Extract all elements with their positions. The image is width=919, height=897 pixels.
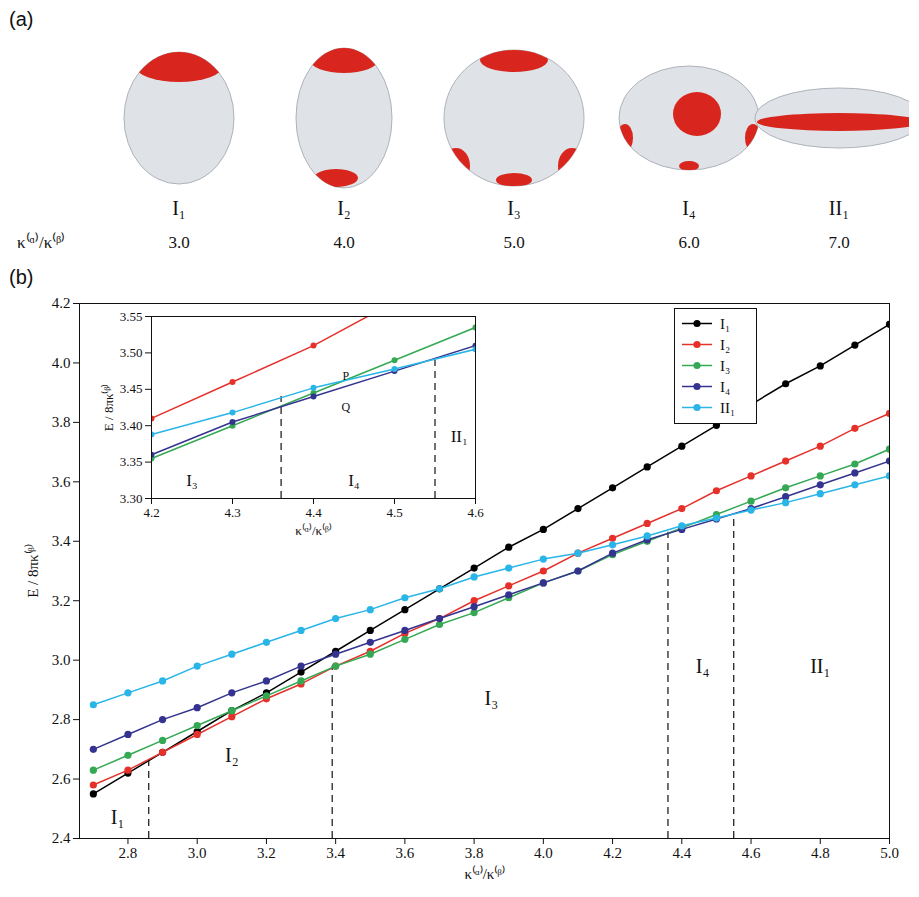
svg-text:3.30: 3.30 — [120, 491, 143, 506]
svg-text:κ⁽ᵅ⁾/κ⁽ᵝ⁾: κ⁽ᵅ⁾/κ⁽ᵝ⁾ — [295, 523, 331, 538]
svg-text:3.45: 3.45 — [120, 381, 143, 396]
svg-text:4.4: 4.4 — [672, 845, 691, 861]
svg-text:I₃: I₃ — [720, 358, 730, 374]
svg-text:I₄: I₄ — [720, 379, 730, 395]
svg-text:I₁: I₁ — [111, 806, 125, 828]
svg-text:II₁: II₁ — [829, 197, 849, 219]
svg-text:4.0: 4.0 — [52, 355, 71, 371]
svg-text:I₄: I₄ — [682, 197, 696, 219]
svg-text:2.6: 2.6 — [52, 771, 71, 787]
svg-text:I₂: I₂ — [720, 337, 730, 353]
svg-text:I₁: I₁ — [172, 197, 186, 219]
svg-text:2.8: 2.8 — [52, 711, 71, 727]
svg-text:3.4: 3.4 — [52, 533, 71, 549]
svg-text:4.0: 4.0 — [333, 233, 354, 252]
svg-text:P: P — [343, 369, 350, 383]
svg-text:I₄: I₄ — [696, 655, 710, 677]
svg-text:3.0: 3.0 — [188, 845, 207, 861]
svg-text:I₁: I₁ — [720, 316, 730, 332]
svg-text:I₃: I₃ — [507, 197, 521, 219]
svg-text:I₃: I₃ — [186, 471, 198, 490]
svg-text:3.55: 3.55 — [120, 309, 143, 324]
svg-text:4.2: 4.2 — [143, 505, 159, 520]
svg-text:4.5: 4.5 — [386, 505, 402, 520]
svg-text:3.40: 3.40 — [120, 418, 143, 433]
svg-text:4.6: 4.6 — [467, 505, 484, 520]
svg-text:II₁: II₁ — [810, 655, 830, 677]
svg-text:E / 8πκ⁽ᵝ⁾: E / 8πκ⁽ᵝ⁾ — [24, 544, 41, 598]
svg-text:κ⁽ᵅ⁾/κ⁽ᵝ⁾: κ⁽ᵅ⁾/κ⁽ᵝ⁾ — [464, 865, 504, 882]
svg-text:3.6: 3.6 — [396, 845, 415, 861]
svg-text:4.4: 4.4 — [305, 505, 322, 520]
svg-text:I₂: I₂ — [225, 744, 239, 766]
svg-text:5.0: 5.0 — [503, 233, 524, 252]
svg-text:3.0: 3.0 — [168, 233, 189, 252]
svg-text:κ⁽ᵅ⁾/κ⁽ᵝ⁾: κ⁽ᵅ⁾/κ⁽ᵝ⁾ — [17, 232, 65, 252]
svg-text:Q: Q — [342, 400, 351, 414]
svg-text:3.6: 3.6 — [52, 474, 71, 490]
svg-text:I₃: I₃ — [485, 687, 499, 709]
svg-text:3.2: 3.2 — [257, 845, 276, 861]
svg-text:4.0: 4.0 — [534, 845, 553, 861]
svg-text:3.50: 3.50 — [120, 345, 143, 360]
svg-text:2.8: 2.8 — [119, 845, 138, 861]
svg-text:II₁: II₁ — [720, 400, 735, 416]
svg-text:3.2: 3.2 — [52, 593, 71, 609]
svg-text:3.0: 3.0 — [52, 652, 71, 668]
svg-text:4.3: 4.3 — [224, 505, 240, 520]
html-text:(b): (b) — [9, 266, 34, 288]
svg-text:I₄: I₄ — [348, 471, 360, 490]
svg-text:II₁: II₁ — [451, 427, 468, 446]
svg-text:4.8: 4.8 — [811, 845, 830, 861]
svg-text:6.0: 6.0 — [678, 233, 699, 252]
svg-text:2.4: 2.4 — [52, 830, 71, 846]
svg-text:5.0: 5.0 — [880, 845, 899, 861]
svg-text:E / 8πκ⁽ᵝ⁾: E / 8πκ⁽ᵝ⁾ — [101, 384, 116, 431]
svg-text:3.4: 3.4 — [326, 845, 345, 861]
svg-text:4.2: 4.2 — [52, 295, 71, 311]
svg-text:3.8: 3.8 — [465, 845, 484, 861]
svg-text:4.2: 4.2 — [603, 845, 622, 861]
svg-text:7.0: 7.0 — [828, 233, 849, 252]
html-text:(a): (a) — [9, 8, 34, 30]
svg-text:4.6: 4.6 — [742, 845, 761, 861]
svg-text:I₂: I₂ — [337, 197, 351, 219]
svg-text:3.8: 3.8 — [52, 414, 71, 430]
svg-text:3.35: 3.35 — [120, 454, 143, 469]
